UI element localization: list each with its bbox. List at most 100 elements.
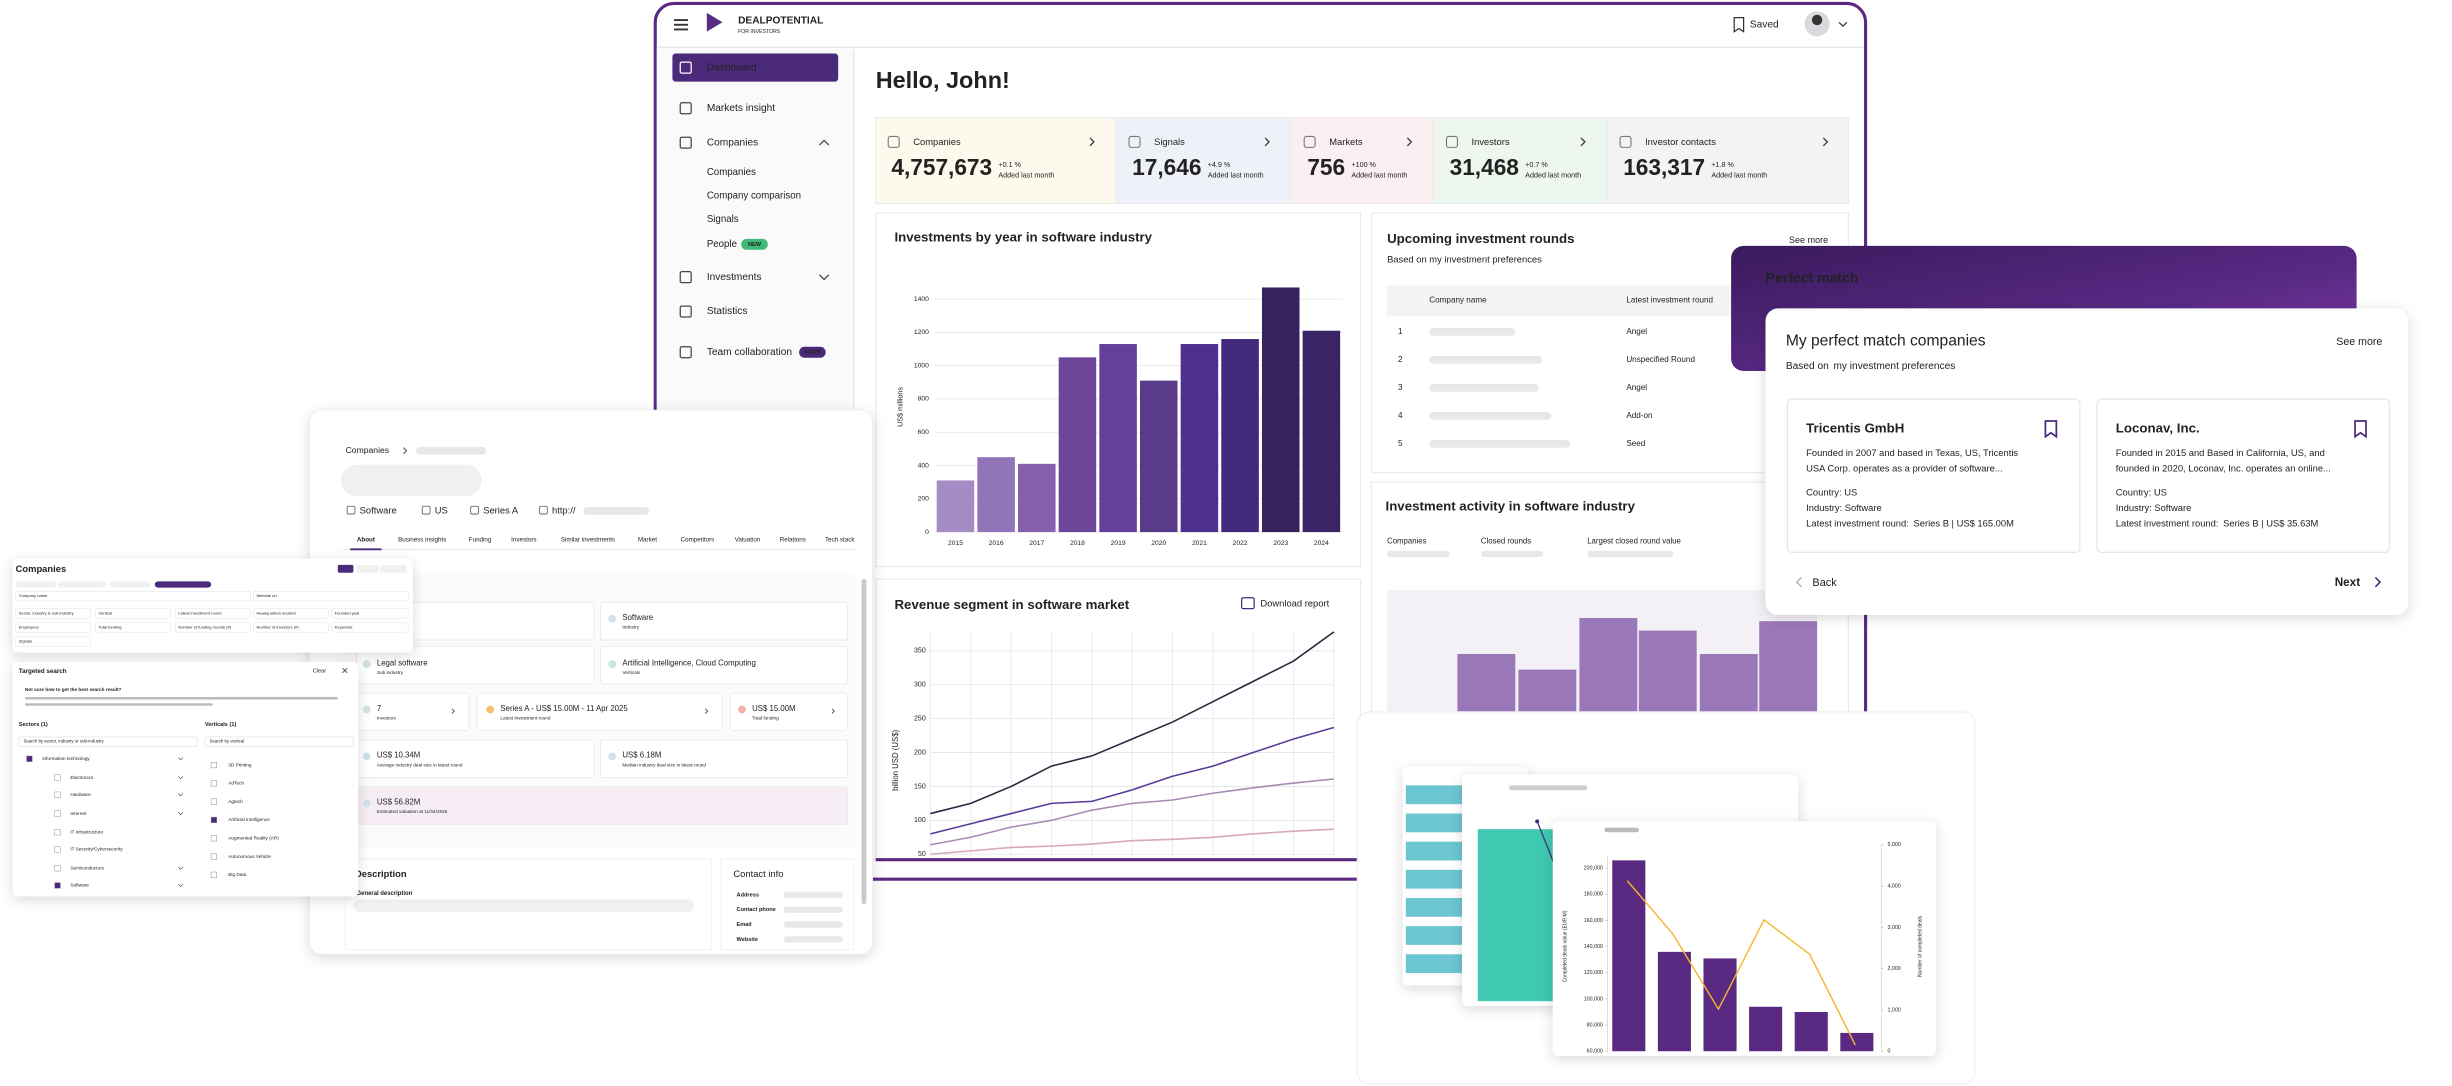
tab[interactable]: Competitors — [681, 537, 715, 544]
nav-item[interactable]: Markets insight — [707, 103, 775, 114]
nav-item[interactable]: Companies — [707, 137, 758, 148]
submenu-item[interactable]: Company comparison — [707, 190, 801, 201]
targeted-search-panel — [12, 661, 359, 897]
mode-button[interactable] — [337, 564, 354, 573]
stat-value: 31,468 — [1450, 154, 1519, 180]
fact-card — [476, 692, 723, 732]
menu-icon-bar[interactable] — [673, 28, 689, 31]
filter-input[interactable] — [95, 622, 171, 633]
checkbox[interactable] — [54, 774, 61, 781]
filter-input[interactable] — [15, 591, 251, 602]
filter-input[interactable] — [15, 622, 91, 633]
submenu-item[interactable]: Companies — [707, 167, 756, 178]
table-header — [1387, 284, 1732, 317]
line-series — [930, 726, 1335, 835]
checkbox[interactable] — [54, 846, 61, 853]
stat-card[interactable] — [1607, 117, 1849, 205]
filter-input[interactable] — [331, 622, 409, 633]
stat-card[interactable] — [1291, 117, 1433, 205]
filter-placeholder: Total funding — [99, 625, 122, 630]
checkbox[interactable] — [210, 780, 217, 787]
stat-card[interactable] — [875, 117, 1116, 205]
filter-input[interactable] — [174, 622, 251, 633]
mode-button[interactable] — [356, 564, 379, 573]
see-more[interactable]: See more — [2336, 336, 2382, 348]
bar — [1180, 344, 1219, 533]
skeleton — [1429, 439, 1571, 448]
filter-input[interactable] — [174, 608, 251, 619]
stat-card[interactable] — [1116, 117, 1291, 205]
tab[interactable]: About — [357, 537, 375, 544]
match-card[interactable] — [1786, 398, 2081, 554]
nav-item[interactable]: Investments — [707, 272, 762, 283]
tab[interactable]: Similar investments — [561, 537, 615, 544]
checkbox[interactable] — [210, 853, 217, 860]
filter-input[interactable] — [95, 608, 171, 619]
tab[interactable]: Investors — [511, 537, 536, 544]
bookmark-icon[interactable] — [2354, 420, 2367, 439]
match-card[interactable] — [2096, 398, 2391, 554]
activity-bar — [1457, 654, 1516, 712]
checkbox[interactable] — [210, 871, 217, 878]
filter-chip[interactable] — [154, 581, 212, 588]
nav-item[interactable]: Statistics — [707, 306, 748, 317]
stat-card[interactable] — [1433, 117, 1607, 205]
fact-icon — [486, 705, 495, 714]
checkbox[interactable] — [210, 835, 217, 842]
bookmark-icon[interactable] — [2044, 420, 2058, 439]
menu-icon-bar[interactable] — [673, 23, 689, 26]
filter-placeholder: Company name — [19, 593, 48, 598]
next-button[interactable]: Next — [2335, 576, 2360, 589]
tab[interactable]: Market — [638, 537, 657, 544]
tab[interactable]: Tech stack — [825, 537, 855, 544]
checkbox[interactable] — [54, 791, 61, 798]
checkbox[interactable] — [54, 829, 61, 836]
filter-input[interactable] — [253, 591, 409, 602]
filter-chip[interactable] — [109, 581, 151, 588]
filter-input[interactable] — [15, 608, 91, 619]
stat-note: Added last month — [998, 170, 1054, 179]
filter-input[interactable] — [253, 608, 329, 619]
round-type: Add-on — [1626, 411, 1652, 420]
checkbox[interactable] — [54, 865, 61, 872]
breadcrumb[interactable]: Companies — [346, 445, 389, 455]
checkbox[interactable] — [210, 762, 217, 769]
bar — [1058, 357, 1097, 533]
round-value: Series B | US$ 35.63M — [2223, 519, 2318, 529]
clear-button[interactable]: Clear — [313, 669, 327, 675]
y-axis-label: billion USD (US$) — [891, 729, 900, 790]
checkbox[interactable] — [54, 810, 61, 817]
stat-label: Investor contacts — [1645, 137, 1716, 147]
tab[interactable]: Valuation — [735, 537, 761, 544]
filter-input[interactable] — [15, 636, 91, 647]
filter-input[interactable] — [331, 608, 409, 619]
filter-chip[interactable] — [15, 581, 57, 588]
filter-input[interactable] — [253, 622, 329, 633]
stat-chevron — [1406, 137, 1413, 147]
stat-change: +0.1 % — [998, 160, 1021, 169]
nav-item[interactable]: Dashboard — [707, 62, 757, 73]
saved-link[interactable]: Saved — [1750, 19, 1779, 30]
mode-button[interactable] — [379, 564, 407, 573]
see-more[interactable]: See more — [1789, 235, 1828, 245]
tab[interactable]: Business insights — [398, 537, 446, 544]
download-report[interactable]: Download report — [1260, 598, 1329, 608]
checkbox[interactable] — [210, 798, 217, 805]
avatar-head — [1811, 14, 1823, 26]
y-tick-label: 250 — [914, 716, 926, 723]
checkbox[interactable] — [54, 882, 61, 889]
menu-icon-bar[interactable] — [673, 19, 689, 22]
stat-note: Added last month — [1525, 170, 1581, 179]
back-button[interactable]: Back — [1812, 577, 1837, 589]
tab[interactable]: Funding — [469, 537, 492, 544]
preferences-link[interactable]: my investment preferences — [1833, 361, 1955, 372]
checkbox[interactable] — [26, 755, 33, 762]
nav-item[interactable]: Team collaboration — [707, 347, 792, 358]
submenu-item[interactable]: Signals — [707, 214, 739, 225]
tab[interactable]: Relations — [780, 537, 806, 544]
row-index: 4 — [1398, 411, 1403, 420]
checkbox[interactable] — [210, 816, 217, 823]
section-title: Description — [355, 869, 407, 879]
submenu-item[interactable]: People — [707, 239, 737, 250]
filter-chip[interactable] — [57, 581, 107, 588]
